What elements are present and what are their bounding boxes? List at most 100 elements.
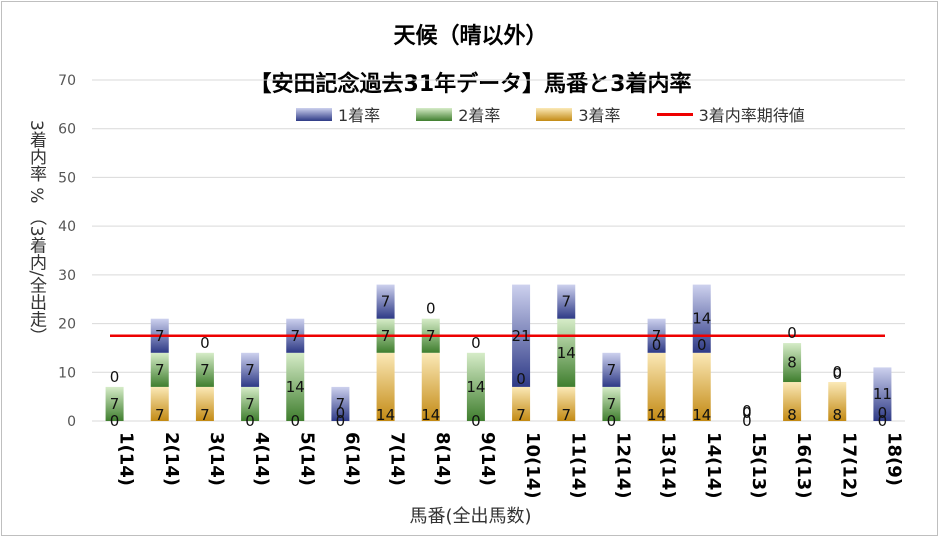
legend-item-3rd: 3着率 <box>536 102 621 126</box>
data-label-2nd: 14 <box>557 344 576 362</box>
data-label-1st: 7 <box>245 361 255 379</box>
x-tick-label: 13(14) <box>658 432 679 499</box>
bar-1st <box>241 352 260 387</box>
data-label-2nd: 7 <box>155 361 165 379</box>
data-label-2nd: 0 <box>336 404 346 422</box>
legend-label-3rd: 3着率 <box>578 106 621 125</box>
bar-1st <box>331 386 350 421</box>
y-tick-label: 70 <box>58 73 76 89</box>
legend-label-expected: 3着内率期待値 <box>698 106 805 125</box>
data-label-1st: 0 <box>742 402 752 420</box>
data-label-3rd: 7 <box>516 406 526 424</box>
data-label-3rd: 0 <box>607 412 617 430</box>
y-axis-label: 3着内率 % （3着内/全出走） <box>26 120 46 345</box>
x-tick-label: 8(14) <box>432 432 453 486</box>
bar-3rd <box>512 386 531 421</box>
x-tick-label: 4(14) <box>251 432 272 486</box>
legend-label-1st: 1着率 <box>338 106 381 125</box>
bar-1st <box>557 284 576 319</box>
data-label-1st: 7 <box>561 293 571 311</box>
data-label-3rd: 7 <box>561 406 571 424</box>
y-tick-label: 50 <box>58 170 76 186</box>
bar-1st <box>602 352 621 387</box>
bar-3rd <box>647 352 666 421</box>
bar-3rd <box>421 352 440 421</box>
data-label-3rd: 0 <box>878 412 888 430</box>
legend-swatch-3rd <box>536 107 573 121</box>
data-label-1st: 0 <box>471 334 481 352</box>
x-tick-label: 11(14) <box>567 432 588 499</box>
data-label-3rd: 0 <box>290 412 300 430</box>
x-tick-label: 12(14) <box>612 432 633 499</box>
bar-3rd <box>828 382 847 421</box>
x-tick-label: 7(14) <box>387 432 408 486</box>
data-label-3rd: 0 <box>471 412 481 430</box>
legend-swatch-1st <box>296 107 332 121</box>
data-label-3rd: 14 <box>647 406 666 424</box>
x-axis-label: 馬番(全出馬数) <box>409 506 532 527</box>
x-tick-label: 2(14) <box>161 432 182 486</box>
data-label-1st: 7 <box>652 327 662 345</box>
data-label-1st: 0 <box>787 324 797 342</box>
data-label-3rd: 0 <box>336 412 346 430</box>
y-tick-label: 40 <box>58 219 76 235</box>
bar-1st <box>873 367 892 421</box>
data-label-2nd: 7 <box>110 395 120 413</box>
legend-label-2nd: 2着率 <box>458 106 501 125</box>
data-label-1st: 21 <box>512 327 531 345</box>
bar-2nd <box>195 352 214 387</box>
y-tick-label: 20 <box>58 317 76 333</box>
x-tick-label: 14(14) <box>703 432 724 499</box>
data-label-1st: 0 <box>832 363 842 381</box>
data-label-1st: 0 <box>426 300 436 318</box>
data-label-1st: 7 <box>607 361 617 379</box>
y-tick-label: 10 <box>58 365 76 381</box>
x-tick-label: 6(14) <box>341 432 362 486</box>
legend: 1着率 2着率 3着率 3着内率期待値 <box>296 102 841 126</box>
bar-2nd <box>105 386 124 421</box>
legend-swatch-expected <box>656 112 693 116</box>
data-label-2nd: 0 <box>742 404 752 422</box>
data-label-2nd: 7 <box>607 395 617 413</box>
x-tick-label: 9(14) <box>477 432 498 486</box>
x-tick-label: 1(14) <box>116 432 137 486</box>
legend-item-expected: 3着内率期待値 <box>656 102 805 126</box>
data-label-3rd: 0 <box>742 412 752 430</box>
data-label-2nd: 0 <box>878 404 888 422</box>
bar-2nd <box>466 352 485 421</box>
legend-swatch-2nd <box>416 107 453 121</box>
data-label-2nd: 8 <box>787 354 797 372</box>
data-label-3rd: 7 <box>155 406 165 424</box>
data-label-2nd: 14 <box>466 378 485 396</box>
data-label-1st: 11 <box>873 385 892 403</box>
data-label-3rd: 0 <box>245 412 255 430</box>
data-label-3rd: 7 <box>200 406 210 424</box>
data-label-2nd: 0 <box>832 365 842 383</box>
bar-3rd <box>557 386 576 421</box>
data-label-2nd: 7 <box>200 361 210 379</box>
data-label-3rd: 14 <box>421 406 440 424</box>
bar-2nd <box>602 386 621 421</box>
data-label-3rd: 0 <box>110 412 120 430</box>
data-label-3rd: 14 <box>692 406 711 424</box>
x-tick-label: 15(13) <box>748 432 769 499</box>
bar-3rd <box>692 352 711 421</box>
data-label-3rd: 8 <box>832 406 842 424</box>
bar-2nd <box>241 386 260 421</box>
data-label-2nd: 7 <box>245 395 255 413</box>
bar-1st <box>376 284 395 319</box>
data-label-2nd: 0 <box>697 336 707 354</box>
data-label-1st: 7 <box>336 395 346 413</box>
x-tick-label: 10(14) <box>522 432 543 499</box>
x-tick-label: 17(12) <box>838 432 859 499</box>
y-tick-label: 60 <box>58 122 76 138</box>
x-tick-label: 5(14) <box>296 432 317 486</box>
bar-3rd <box>376 352 395 421</box>
bar-3rd <box>783 382 802 421</box>
legend-item-2nd: 2着率 <box>416 102 500 126</box>
data-label-1st: 0 <box>200 334 210 352</box>
y-tick-label: 30 <box>58 268 76 284</box>
data-label-3rd: 8 <box>787 406 797 424</box>
